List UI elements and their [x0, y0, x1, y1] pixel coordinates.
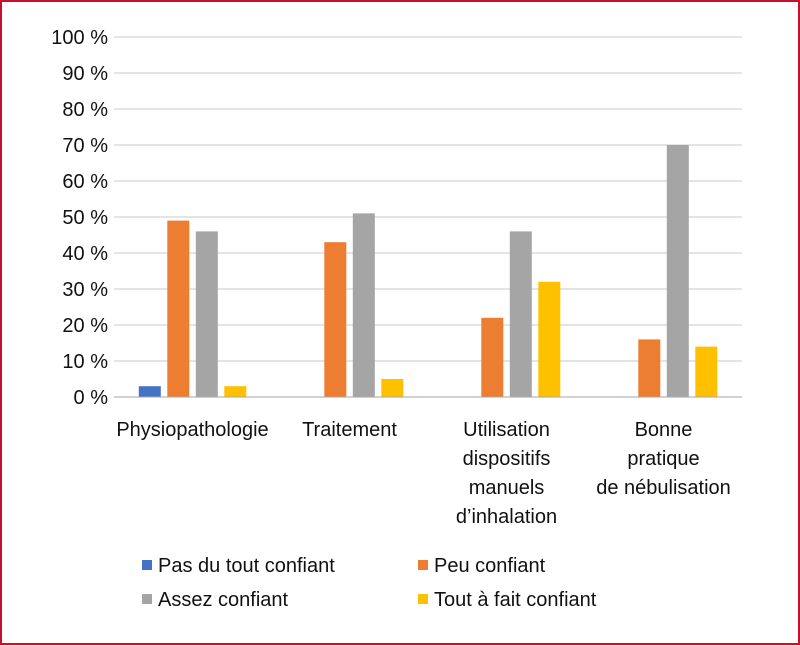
bar [381, 379, 404, 397]
legend-swatch [418, 560, 428, 570]
bar [195, 231, 218, 397]
y-tick-label: 20 % [62, 315, 108, 337]
legend-label: Peu confiant [434, 555, 546, 577]
bar [324, 242, 347, 397]
y-tick-label: 80 % [62, 99, 108, 121]
y-tick-label: 100 % [51, 27, 108, 49]
bar [509, 231, 532, 397]
bar [666, 145, 689, 397]
bar [224, 386, 247, 397]
gridlines [114, 36, 742, 362]
category-label: Traitement [302, 419, 397, 441]
bar [638, 339, 661, 397]
bars [138, 145, 718, 397]
y-tick-label: 10 % [62, 351, 108, 373]
legend-item: Assez confiant [142, 589, 289, 611]
bar [481, 317, 504, 397]
bar [138, 386, 161, 397]
legend-item: Pas du tout confiant [142, 555, 335, 577]
bar [352, 213, 375, 397]
legend-label: Assez confiant [158, 589, 289, 611]
category-label: Utilisation dispositifs manuels d’inhalatio… [456, 419, 557, 528]
legend-swatch [142, 594, 152, 604]
y-axis-ticks: 0 % 10 % 20 % 30 % 40 % 50 % 60 % 70 % 80 % 90 % 1… [51, 27, 108, 409]
y-tick-label: 70 % [62, 135, 108, 157]
legend-swatch [418, 594, 428, 604]
bar [695, 346, 718, 397]
legend-item: Tout à fait confiant [418, 589, 597, 611]
bar [538, 281, 561, 397]
y-tick-label: 0 % [74, 387, 109, 409]
category-label: Bonne pratique de nébulisation [596, 419, 731, 499]
category-label: Physiopathologie [116, 419, 268, 441]
legend-label: Tout à fait confiant [434, 589, 597, 611]
y-tick-label: 90 % [62, 63, 108, 85]
legend-label: Pas du tout confiant [158, 555, 335, 577]
y-tick-label: 30 % [62, 279, 108, 301]
legend-item: Peu confiant [418, 555, 546, 577]
legend-swatch [142, 560, 152, 570]
y-tick-label: 50 % [62, 207, 108, 229]
y-tick-label: 60 % [62, 171, 108, 193]
legend: Pas du tout confiant Peu confiant Assez co… [142, 555, 597, 611]
bar [167, 220, 190, 397]
y-tick-label: 40 % [62, 243, 108, 265]
category-labels: Physiopathologie Traitement Utilisation dis… [116, 419, 730, 528]
